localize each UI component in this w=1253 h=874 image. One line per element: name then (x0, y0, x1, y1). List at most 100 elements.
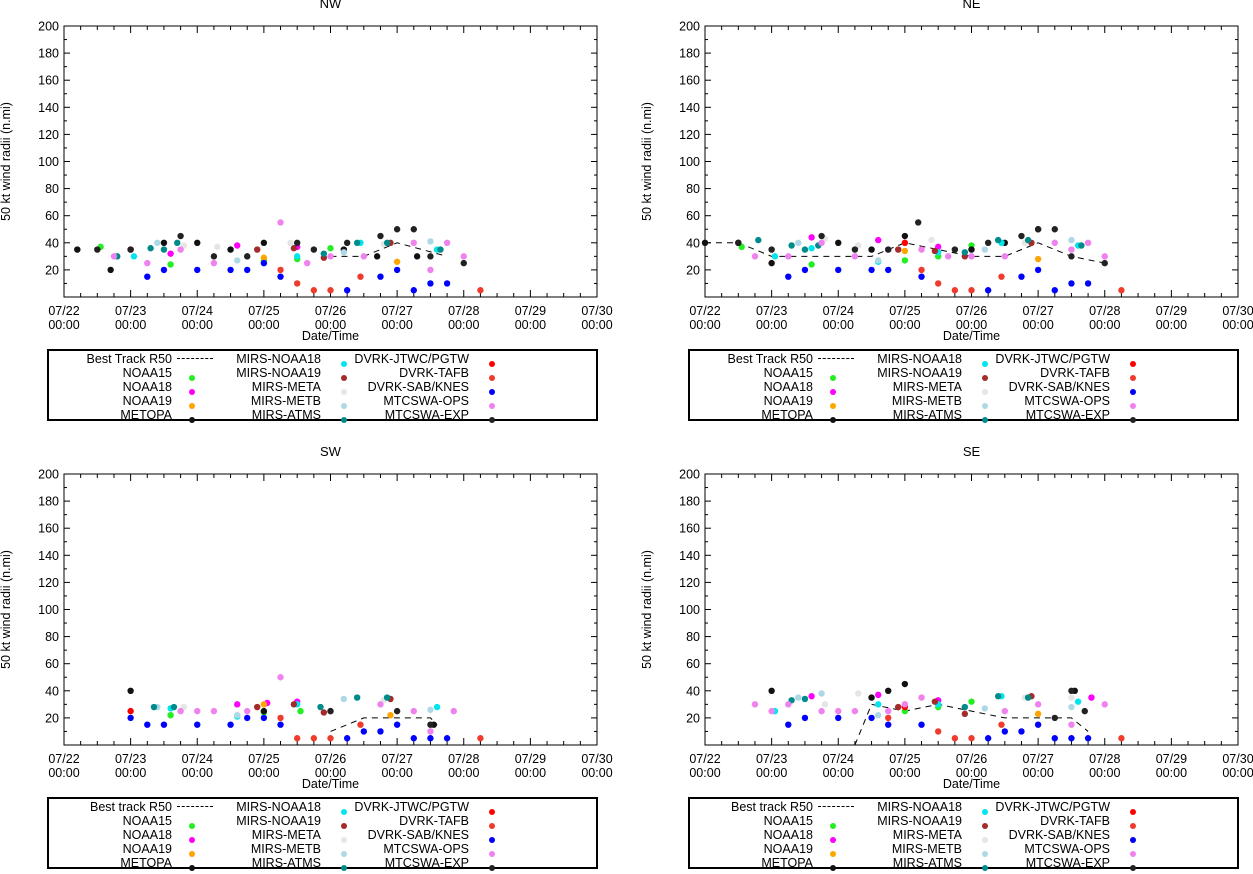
legend-label: MTCSWA-EXP (1025, 856, 1110, 870)
x-tick-label: 07/23 (115, 752, 146, 766)
legend-entry: NOAA15 (690, 366, 848, 381)
legend-label: NOAA15 (122, 366, 172, 380)
data-point (393, 258, 401, 265)
data-point (1034, 255, 1042, 263)
data-point (260, 259, 268, 267)
data-point (234, 242, 241, 249)
data-point (1118, 735, 1125, 742)
legend-entry: MIRS-METB (690, 842, 1000, 857)
data-point (327, 707, 334, 715)
x-tick-label: 07/25 (248, 752, 279, 766)
data-point (393, 266, 401, 274)
legend-dash-symbol (818, 358, 854, 359)
legend-entry: DVRK-SAB/KNES (49, 828, 507, 843)
x-tick-label: 00:00 (315, 318, 346, 332)
data-point (1084, 239, 1092, 246)
series-mirs-noaa18 (771, 693, 1082, 715)
legend-label: MIRS-META (892, 828, 962, 842)
data-point (1034, 710, 1042, 718)
y-tick-label: 100 (38, 155, 59, 169)
legend-dot-symbol (830, 412, 836, 426)
data-point (244, 714, 251, 722)
data-point (808, 234, 815, 241)
data-point (768, 687, 775, 694)
data-point (277, 219, 284, 226)
data-point (1018, 232, 1025, 240)
legend-entry: Best Track R50 (49, 352, 213, 366)
series-mirs-atms (755, 236, 1085, 256)
data-point (110, 253, 118, 260)
legend-entry: DVRK-JTWC/PGTW (690, 352, 1148, 367)
data-point (808, 693, 815, 700)
legend-label: MIRS-NOAA19 (877, 366, 962, 380)
legend-dot-symbol (341, 370, 347, 384)
data-point (998, 721, 1005, 728)
data-point (984, 287, 992, 294)
legend-dot-symbol (341, 832, 347, 846)
legend-label: MIRS-ATMS (892, 856, 962, 870)
series-dvrk-jtwc-pgtw (901, 239, 909, 246)
legend-label: NOAA15 (763, 814, 813, 828)
data-point (885, 246, 892, 253)
data-point (127, 714, 134, 722)
x-tick-label: 00:00 (1089, 766, 1120, 780)
data-point (918, 273, 925, 280)
series-mirs-noaa19 (895, 693, 1035, 718)
data-point (818, 690, 825, 697)
data-point (477, 735, 484, 742)
legend-label: MIRS-NOAA19 (877, 814, 962, 828)
series-mtcswa-ops (110, 219, 467, 274)
x-tick-label: 00:00 (756, 318, 787, 332)
data-point (968, 253, 975, 260)
legend-dot-symbol (189, 818, 195, 832)
data-point (277, 273, 284, 280)
best-track-line (705, 242, 1105, 264)
y-tick-label: 200 (38, 468, 59, 482)
data-point (851, 253, 859, 260)
legend-entry: DVRK-TAFB (690, 366, 1148, 381)
legend-label: DVRK-SAB/KNES (367, 380, 469, 394)
data-point (340, 249, 348, 256)
legend-dot-symbol (489, 370, 495, 384)
x-tick-label: 00:00 (115, 766, 146, 780)
data-point (768, 259, 775, 267)
data-point (1068, 694, 1075, 701)
y-tick-label: 180 (679, 47, 700, 61)
series-mirs-atms (150, 694, 391, 711)
data-point (931, 247, 939, 255)
data-point (994, 693, 1002, 700)
series-noaa18 (234, 698, 301, 708)
legend-label: MIRS-ATMS (251, 856, 321, 870)
x-tick-label: 00:00 (956, 766, 987, 780)
data-point (154, 239, 161, 246)
data-point (1034, 701, 1042, 708)
data-point (1051, 714, 1058, 722)
legend-entry: Best track R50 (49, 800, 213, 814)
data-point (961, 710, 969, 718)
series-mtcswa-exp (327, 707, 434, 728)
data-point (998, 273, 1005, 280)
legend-entry: MTCSWA-OPS (690, 394, 1148, 409)
legend-entry: NOAA18 (690, 380, 848, 395)
legend-se: Best track R50 NOAA15 NOAA18 NOAA19 METOPA MI… (688, 797, 1239, 871)
y-tick-label: 100 (38, 603, 59, 617)
data-point (377, 273, 384, 280)
x-tick-label: 07/27 (381, 752, 412, 766)
legend-dot-symbol (189, 412, 195, 426)
legend-label: NOAA18 (122, 828, 172, 842)
legend-label: DVRK-SAB/KNES (1008, 828, 1110, 842)
legend-entry: DVRK-SAB/KNES (49, 380, 507, 395)
data-point (768, 707, 775, 715)
legend-label: DVRK-JTWC/PGTW (995, 352, 1110, 366)
data-point (1034, 266, 1042, 274)
data-point (1068, 236, 1075, 244)
legend-entry: NOAA19 (690, 394, 848, 409)
data-point (410, 226, 417, 233)
series-mirs-metb (795, 236, 1075, 264)
data-point (901, 239, 909, 246)
y-axis-label: 50 kt wind radii (n.mi) (0, 102, 13, 221)
legend-entry: MIRS-METB (690, 394, 1000, 409)
data-point (918, 246, 925, 253)
y-tick-label: 160 (679, 74, 700, 88)
panel-nw: NW2040608010012014016018020007/2200:0007… (0, 0, 613, 343)
